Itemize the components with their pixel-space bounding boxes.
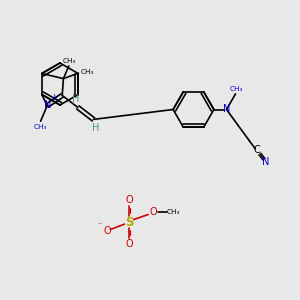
- Text: O: O: [125, 238, 133, 249]
- Text: C: C: [254, 145, 260, 155]
- Text: CH₃: CH₃: [80, 69, 94, 75]
- Text: N: N: [223, 104, 230, 115]
- Text: H: H: [92, 123, 100, 133]
- Text: S: S: [125, 215, 133, 229]
- Text: CH₃: CH₃: [167, 209, 180, 215]
- Text: CH₃: CH₃: [33, 124, 47, 130]
- Text: O: O: [125, 195, 133, 206]
- Text: N: N: [44, 100, 51, 110]
- Text: O: O: [149, 207, 157, 218]
- Text: H: H: [72, 94, 79, 104]
- Text: +: +: [50, 93, 58, 102]
- Text: ⁻: ⁻: [97, 222, 102, 231]
- Text: N: N: [262, 157, 269, 167]
- Text: CH₃: CH₃: [62, 58, 76, 64]
- Text: O: O: [103, 226, 111, 236]
- Text: CH₃: CH₃: [230, 85, 243, 91]
